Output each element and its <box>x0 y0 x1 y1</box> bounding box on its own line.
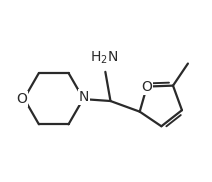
Text: H$_2$N: H$_2$N <box>91 49 119 66</box>
Text: O: O <box>141 80 152 94</box>
Text: O: O <box>16 92 27 106</box>
Text: N: N <box>79 90 89 104</box>
